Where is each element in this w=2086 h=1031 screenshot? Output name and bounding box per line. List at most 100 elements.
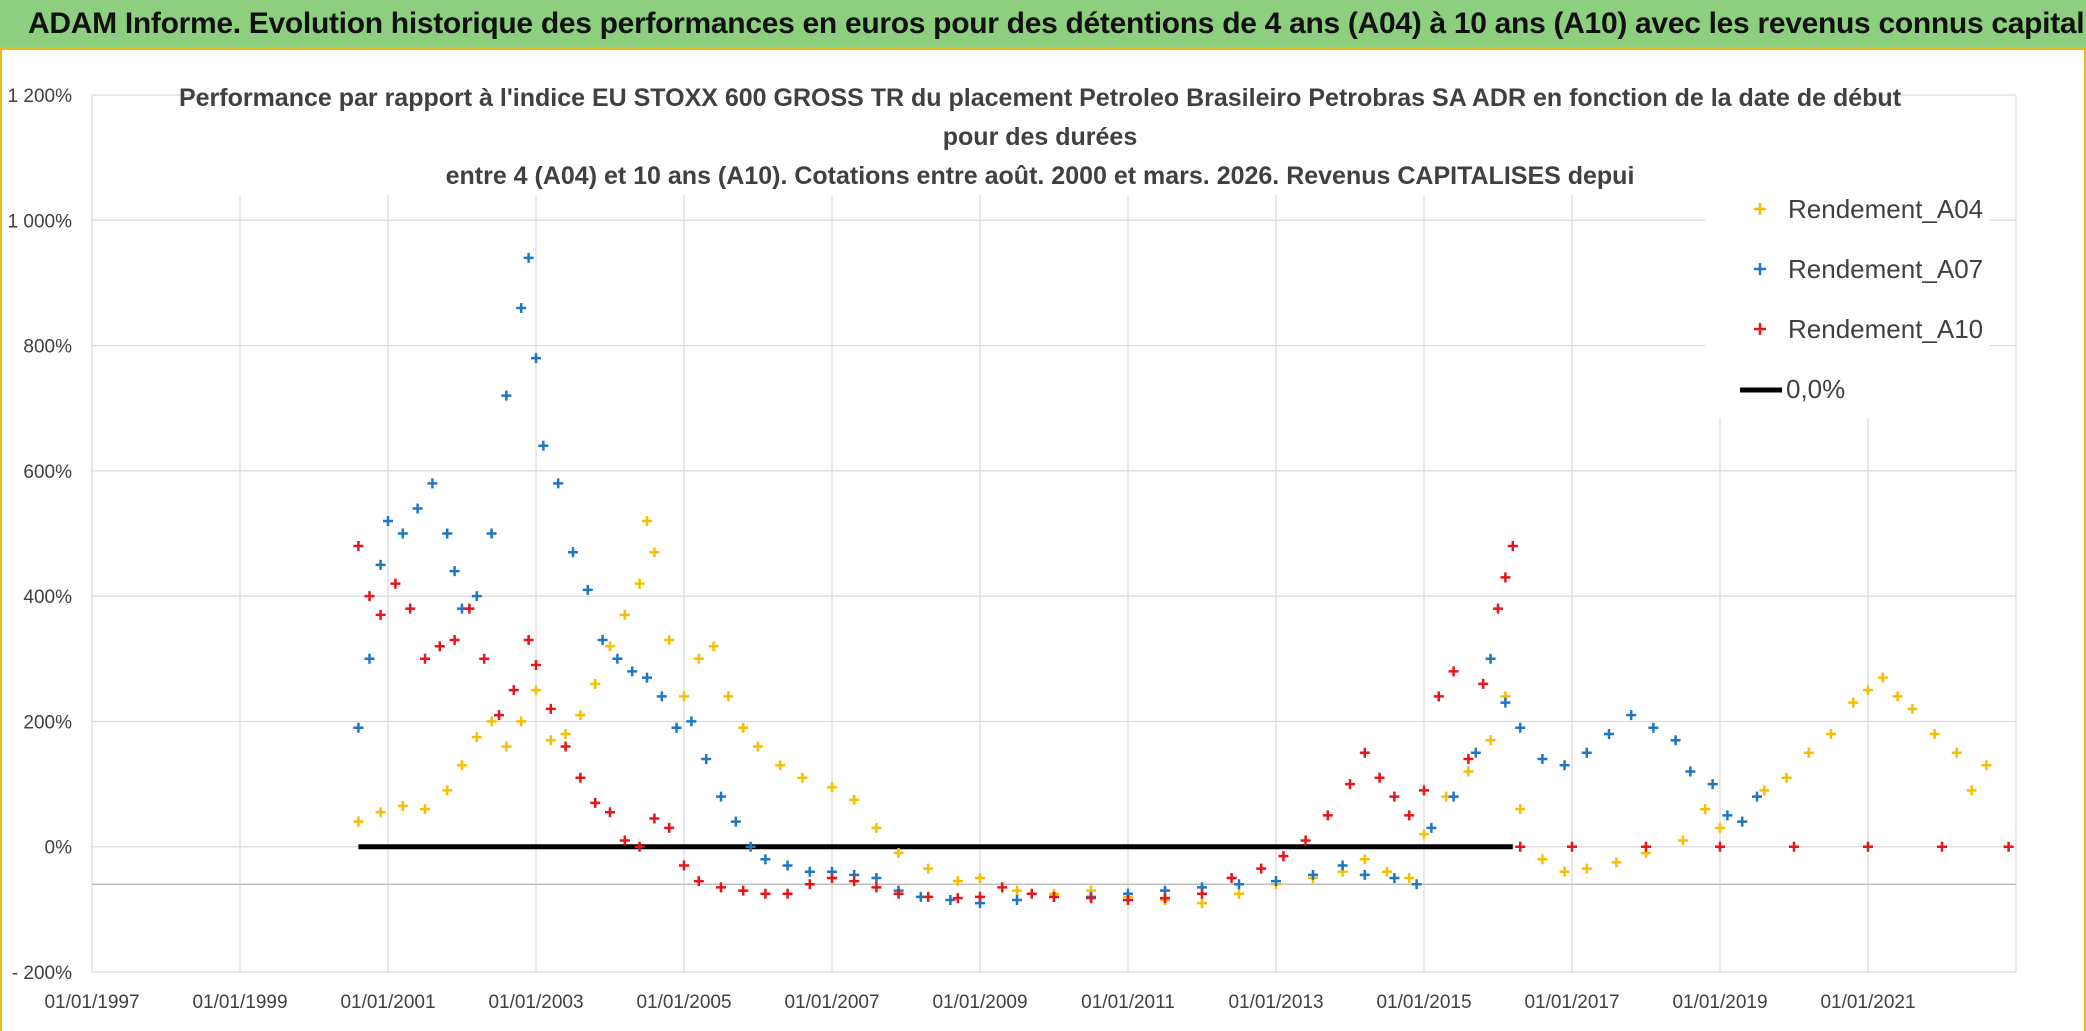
data-point [871,882,882,893]
data-point [1752,791,1762,802]
data-point [1300,835,1311,846]
data-point [1308,869,1318,880]
data-point [412,503,423,514]
data-point [997,882,1008,893]
data-point [501,741,512,752]
data-point [671,722,682,733]
data-point [893,847,904,858]
data-point [871,822,882,833]
data-point [494,710,504,721]
data-point [375,559,386,570]
data-point [375,807,386,818]
data-point [1863,841,1873,852]
data-point [760,854,771,865]
data-point [1707,779,1718,790]
data-point [1877,672,1888,683]
data-point [364,591,375,602]
chart-title-line-3: entre 4 (A04) et 10 ans (A10). Cotations… [446,162,1635,190]
grid-lines [91,94,2017,973]
data-point [427,478,438,489]
data-point [1012,885,1022,896]
data-point [945,894,956,905]
y-tick-label: 200% [23,712,72,733]
legend: Rendement_A04 Rendement_A07 Rendement_A10 0… [1705,188,1990,418]
data-point [1907,703,1918,714]
data-point [923,863,934,874]
data-point [716,882,726,893]
data-point [730,816,741,827]
data-point [1507,541,1518,552]
data-point [679,691,689,702]
data-point [1848,697,1859,708]
data-point [753,741,763,752]
y-tick-label: 800% [23,337,72,358]
data-point [531,660,541,671]
data-point [716,791,726,802]
data-point [952,876,963,887]
legend-box [1705,188,1990,418]
data-point [619,609,630,620]
data-point [1648,722,1659,733]
data-point [1322,810,1333,821]
data-point [1493,603,1503,614]
data-point [1678,835,1688,846]
legend-label: Rendement_A04 [1788,194,1983,224]
data-point [849,794,860,805]
data-point [642,672,652,683]
data-point [545,703,556,714]
data-point [1951,747,1962,758]
legend-label: Rendement_A10 [1788,314,1983,344]
data-point [516,716,527,727]
data-point [486,716,497,727]
data-point [1515,722,1526,733]
data-point [353,541,364,552]
data-point [1026,888,1037,899]
data-point [1700,804,1711,815]
data-point [575,772,586,783]
data-point [871,873,882,884]
data-point [1123,894,1133,905]
x-tick-label: 01/01/2007 [784,992,879,1013]
data-point [405,603,416,614]
data-point [1515,804,1526,815]
data-point [1537,854,1548,865]
data-point [1485,653,1496,664]
data-point [560,728,571,739]
y-tick-label: 400% [23,587,72,608]
data-point [619,835,630,846]
data-point [1226,873,1237,884]
data-point [1374,772,1385,783]
data-point [1966,785,1977,796]
data-point [383,515,393,526]
data-point [1359,854,1370,865]
x-tick-label: 01/01/2003 [488,992,583,1013]
data-point [693,653,704,664]
data-point [1722,810,1733,821]
data-point [590,678,601,689]
data-point [516,302,527,313]
data-point [1389,873,1400,884]
data-point [1404,873,1415,884]
x-tick-label: 01/01/2013 [1228,992,1323,1013]
data-point [1863,685,1873,696]
data-point [693,876,704,887]
data-point [1500,697,1511,708]
data-point [605,641,615,652]
data-point [975,873,985,884]
data-point [760,888,771,899]
data-point [1641,841,1651,852]
data-point [649,813,660,824]
data-point [575,710,586,721]
data-point [471,732,482,743]
data-point [420,653,430,664]
data-point [827,873,837,884]
data-point [664,634,675,645]
x-axis-labels: 01/01/1997 01/01/1999 01/01/2001 01/01/2003… [44,992,1915,1013]
data-point [782,888,793,899]
data-point [531,685,541,696]
data-point [1463,754,1474,765]
data-point [1685,766,1696,777]
data-point [486,528,497,539]
data-point [1670,735,1681,746]
